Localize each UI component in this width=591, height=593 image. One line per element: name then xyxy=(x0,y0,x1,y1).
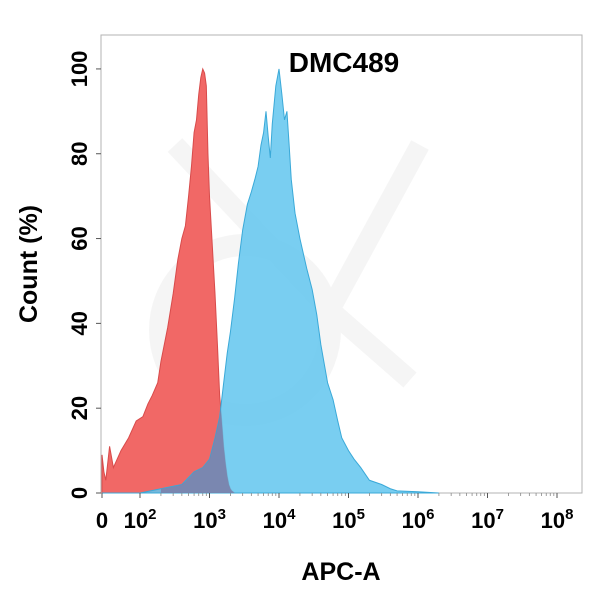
series-layer xyxy=(101,67,439,494)
y-tick-label-60: 60 xyxy=(67,226,92,250)
x-axis-label: APC-A xyxy=(301,558,380,586)
y-tick-label-80: 80 xyxy=(67,141,92,165)
y-tick-label-20: 20 xyxy=(67,396,92,420)
y-tick-label-100: 100 xyxy=(67,51,92,88)
series-overlap-area xyxy=(160,408,235,493)
x-tick-label-7: 108 xyxy=(541,506,574,533)
chart-title: DMC489 xyxy=(289,47,399,78)
y-tick-label-40: 40 xyxy=(67,311,92,335)
x-tick-label-6: 107 xyxy=(471,506,504,533)
x-tick-label-5: 106 xyxy=(402,506,435,533)
x-tick-label-2: 103 xyxy=(193,506,226,533)
x-tick-label-1: 102 xyxy=(124,506,157,533)
series-area-1 xyxy=(102,68,439,494)
y-tick-label-0: 0 xyxy=(67,487,92,499)
x-axis: 0 102 103 104 105 106 107 108 xyxy=(96,493,574,533)
x-tick-label-3: 104 xyxy=(263,506,296,533)
x-tick-label-4: 105 xyxy=(332,506,365,533)
y-axis-label: Count (%) xyxy=(15,205,43,323)
y-axis: 0 20 40 60 80 100 xyxy=(67,51,101,499)
x-tick-label-0: 0 xyxy=(96,508,108,533)
